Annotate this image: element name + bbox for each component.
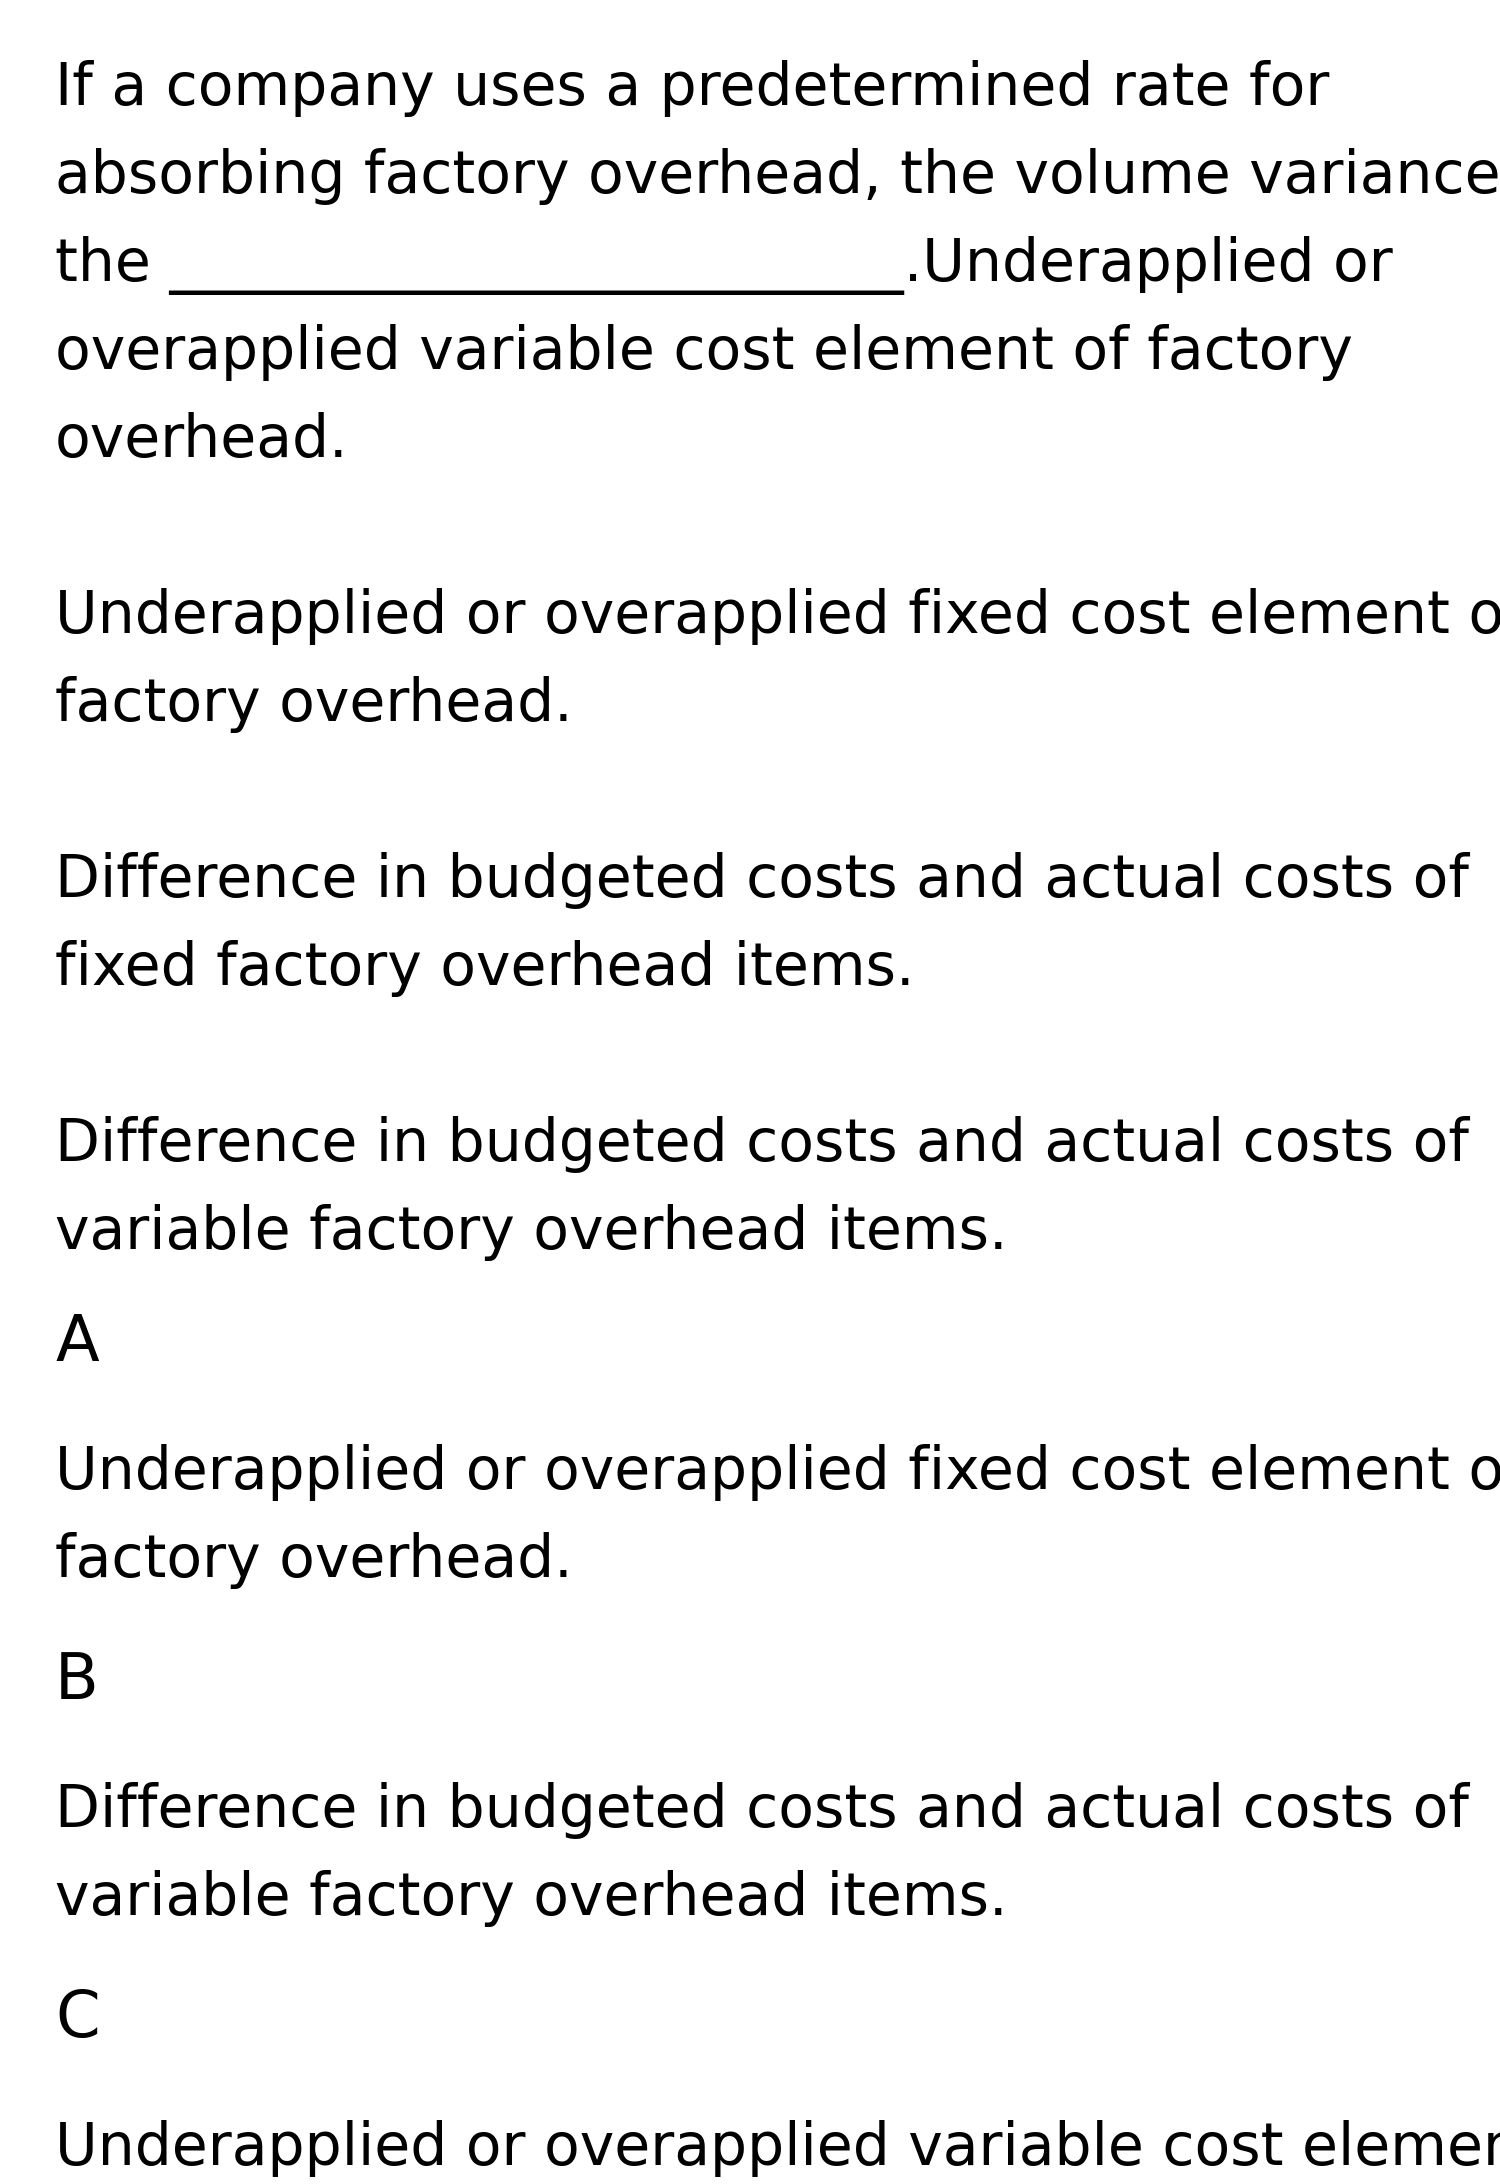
Text: the _________________________.Underapplied or: the _________________________.Underappli… (56, 236, 1392, 295)
Text: factory overhead.: factory overhead. (56, 677, 573, 734)
Text: variable factory overhead items.: variable factory overhead items. (56, 1870, 1008, 1926)
Text: factory overhead.: factory overhead. (56, 1531, 573, 1590)
Text: Underapplied or overapplied fixed cost element of: Underapplied or overapplied fixed cost e… (56, 587, 1500, 644)
Text: Difference in budgeted costs and actual costs of: Difference in budgeted costs and actual … (56, 1782, 1468, 1839)
Text: Underapplied or overapplied fixed cost element of: Underapplied or overapplied fixed cost e… (56, 1444, 1500, 1500)
Text: Difference in budgeted costs and actual costs of: Difference in budgeted costs and actual … (56, 852, 1468, 909)
Text: variable factory overhead items.: variable factory overhead items. (56, 1203, 1008, 1260)
Text: Underapplied or overapplied variable cost element: Underapplied or overapplied variable cos… (56, 2121, 1500, 2177)
Text: overapplied variable cost element of factory: overapplied variable cost element of fac… (56, 323, 1353, 380)
Text: A: A (56, 1313, 99, 1374)
Text: If a company uses a predetermined rate for: If a company uses a predetermined rate f… (56, 59, 1329, 118)
Text: fixed factory overhead items.: fixed factory overhead items. (56, 939, 915, 998)
Text: absorbing factory overhead, the volume variance is: absorbing factory overhead, the volume v… (56, 149, 1500, 205)
Text: B: B (56, 1649, 99, 1712)
Text: C: C (56, 1987, 99, 2051)
Text: overhead.: overhead. (56, 413, 348, 470)
Text: Difference in budgeted costs and actual costs of: Difference in budgeted costs and actual … (56, 1116, 1468, 1173)
